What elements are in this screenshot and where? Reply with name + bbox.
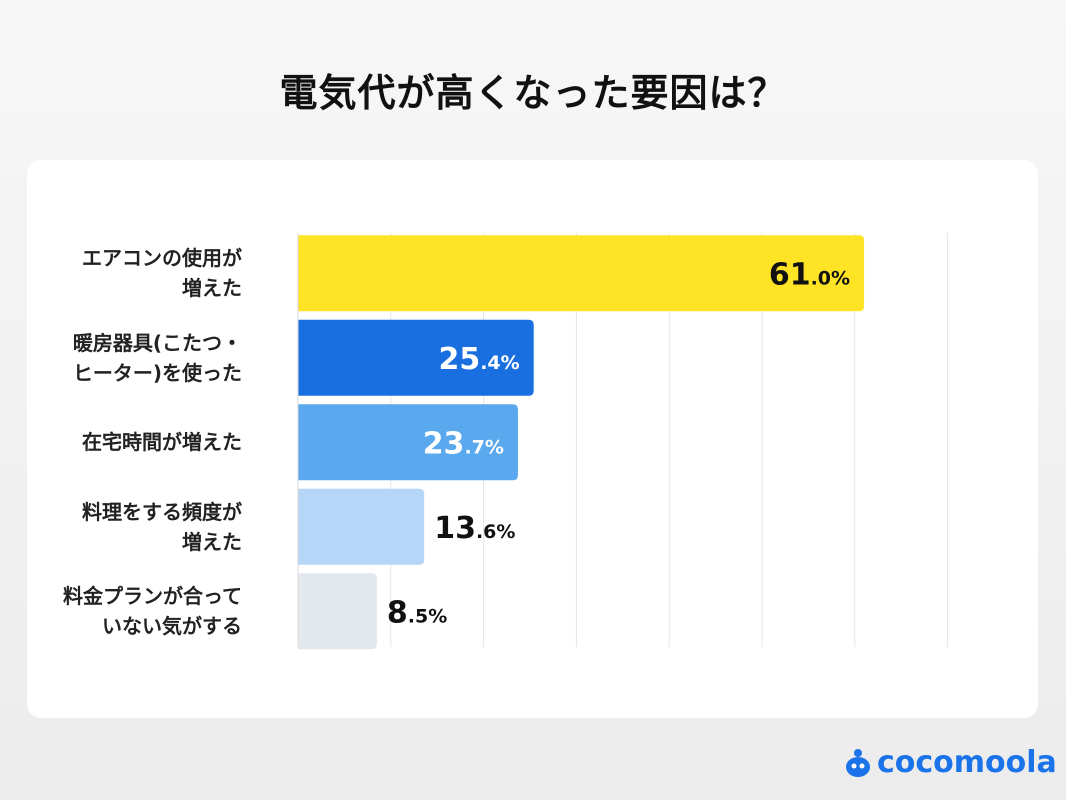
data-label: 13.6% xyxy=(434,511,515,546)
data-label: 25.4% xyxy=(438,342,519,377)
category-label: エアコンの使用が 増えた xyxy=(82,246,242,301)
brand-logo: cocomoola xyxy=(845,745,1057,780)
bar xyxy=(298,235,865,312)
bar xyxy=(298,488,425,565)
bar xyxy=(298,319,534,396)
category-label: 在宅時間が増えた xyxy=(82,430,242,455)
bar-chart: 61.0% 25.4% 23.7% 13.6% 8.5% xyxy=(297,233,949,650)
chart-card: 61.0% 25.4% 23.7% 13.6% 8.5% エアコンの使用が 増えた暖房器具… xyxy=(27,160,1038,718)
mascot-icon xyxy=(846,748,870,777)
data-label: 8.5% xyxy=(387,595,447,630)
chart-title: 電気代が高くなった要因は？ xyxy=(279,71,787,115)
bar xyxy=(298,573,377,650)
category-label: 暖房器具(こたつ・ ヒーター)を使った xyxy=(72,330,242,385)
data-label: 61.0% xyxy=(769,257,850,292)
category-label: 料金プランが合って いない気がする xyxy=(63,584,242,639)
category-label: 料理をする頻度が 増えた xyxy=(82,499,242,554)
data-label: 23.7% xyxy=(423,426,504,461)
brand-name: cocomoola xyxy=(877,745,1057,780)
bar xyxy=(298,404,518,481)
